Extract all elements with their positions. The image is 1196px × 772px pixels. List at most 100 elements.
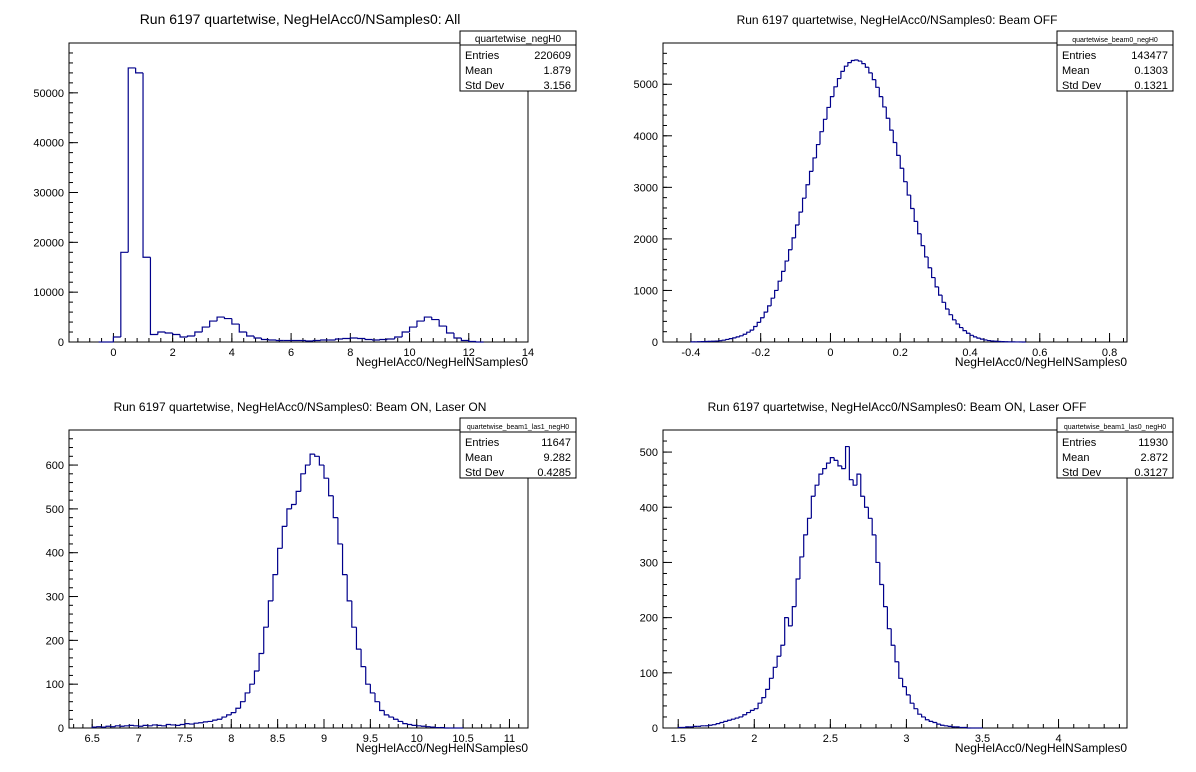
chart2-histogram-bin [836,77,841,87]
chart4-x-tick-label: 3 [903,733,909,745]
chart3-y-tick-label: 400 [46,548,64,560]
chart2-histogram-bin [791,237,796,250]
chart3-histogram-bin [411,724,417,726]
chart3-x-tick-label: 6.5 [85,733,100,745]
chart2-histogram-bin [812,157,817,172]
chart1-stats-label: Entries [465,50,500,62]
chart2-histogram-bin [794,224,800,238]
chart4-histogram-bin [947,725,953,727]
chart4-histogram-bin [875,534,880,564]
chart2-stats-value: 0.1321 [1134,80,1168,92]
chart3-x-tick-label: 8 [228,733,234,745]
chart1-histogram-bin [334,338,343,341]
chart2-histogram-bin [931,267,936,279]
chart4-histogram-bin [723,720,728,723]
chart1-histogram-bin [371,339,380,341]
chart1-histogram-bin [268,339,277,341]
chart1-y-tick-label: 40000 [33,138,64,150]
chart2-histogram-bin [896,142,901,156]
chart3-histogram-bin [239,701,246,709]
chart1-histogram-bin [342,337,351,340]
chart4-histogram-bin [848,446,854,481]
chart2-histogram-bin [927,256,932,269]
chart1-histogram-bin [209,320,218,328]
chart2-histogram-bin [843,65,848,72]
chart4-histogram-bin [787,617,793,627]
chart1-histogram-bin [401,331,410,338]
chart2-histogram-bin [899,155,904,169]
chart2-histogram-bin [875,79,880,88]
chart2-histogram-bin [962,327,967,332]
chart3-histogram-bin [328,478,334,497]
chart4-histogram-bin [810,495,816,519]
chart1-x-tick-label: 14 [522,347,534,359]
chart4-y-tick-label: 100 [640,668,658,680]
chart1-histogram-bin [253,336,262,339]
chart2-histogram-bin [913,208,918,222]
chart1-stats-value: 220609 [534,50,571,62]
chart3-histogram-bin [226,714,232,718]
chart2-histogram-bin [739,335,744,337]
chart3-histogram-bin [337,517,343,545]
chart1-y-tick-label: 0 [58,337,64,349]
chart4-histogram-bin [818,473,823,486]
chart1-stats-value: 1.879 [543,65,571,77]
chart1-histogram-bin [423,316,432,322]
chart2-stats-label: Mean [1062,65,1090,77]
chart3-histogram-bin [365,666,371,685]
chart3-histogram-bin [341,543,348,576]
chart3-histogram-bin [216,718,222,721]
chart3-histogram-bin [193,722,199,725]
chart1-histogram-bin [142,72,151,258]
chart3-histogram-bin [165,723,171,726]
chart3-x-axis-label: NegHelAcc0/NegHelNSamples0 [356,741,528,755]
chart4-y-tick-label: 500 [640,447,658,459]
chart3-histogram-bin [286,508,292,527]
chart3-histogram-bin [202,721,209,723]
chart2-histogram-bin [892,130,897,144]
chart4-stats-value: 0.3127 [1134,467,1168,479]
chart2-histogram-bin [760,317,765,323]
chart2-x-tick-label: -0.2 [751,347,770,359]
chart1-y-tick-label: 10000 [33,287,64,299]
chart2-histogram-bin [801,197,807,213]
chart3-stats-label: Std Dev [465,467,505,479]
chart3-histogram-bin [355,627,362,650]
chart2-histogram-bin [805,184,810,199]
chart2-y-tick-label: 2000 [634,234,658,246]
chart4-histogram-bin [844,445,850,469]
chart3-histogram-bin [388,714,394,718]
chart4-histogram-bin [799,556,804,579]
chart2-histogram-bin [986,339,991,342]
chart1-histogram-bin [216,316,225,322]
chart1-histogram-bin [149,257,158,336]
chart2-x-tick-label: 0.4 [962,347,977,359]
chart3-histogram-bin [142,724,148,727]
chart1-histogram-bin [164,332,173,334]
chart3-histogram-bin [91,726,97,728]
chart4-histogram-bin [940,724,945,726]
chart2-histogram-bin [774,289,779,299]
chart4-histogram-bin [837,460,842,467]
chart2-histogram-bin [910,195,915,210]
chart2-stats-name: quartetwise_beam0_negH0 [1072,37,1158,44]
chart1-histogram-bin [120,251,129,338]
chart2-histogram-bin [934,277,939,288]
chart3-x-tick-label: 10 [411,733,423,745]
chart4-stats-box [1056,417,1174,479]
chart2-histogram-bin [833,86,838,97]
chart3-histogram-bin [263,626,269,654]
chart2-histogram-bin [857,60,862,62]
chart4-x-axis-label: NegHelAcc0/NegHelNSamples0 [955,741,1127,755]
chart2-histogram-bin [979,338,984,340]
chart4-x-tick-label: 2 [751,733,757,745]
chart4-histogram-bin [746,711,751,715]
chart1-histogram-bin [172,333,181,336]
chart4-histogram-bin [742,714,747,717]
chart2-stats-box [1056,30,1174,92]
chart2-histogram-bin [728,338,733,340]
chart4-histogram-bin [776,655,781,668]
chart3-histogram-bin [151,724,158,726]
chart1-stats-label: Mean [465,65,493,77]
chart4-x-tick-label: 3.5 [975,733,990,745]
